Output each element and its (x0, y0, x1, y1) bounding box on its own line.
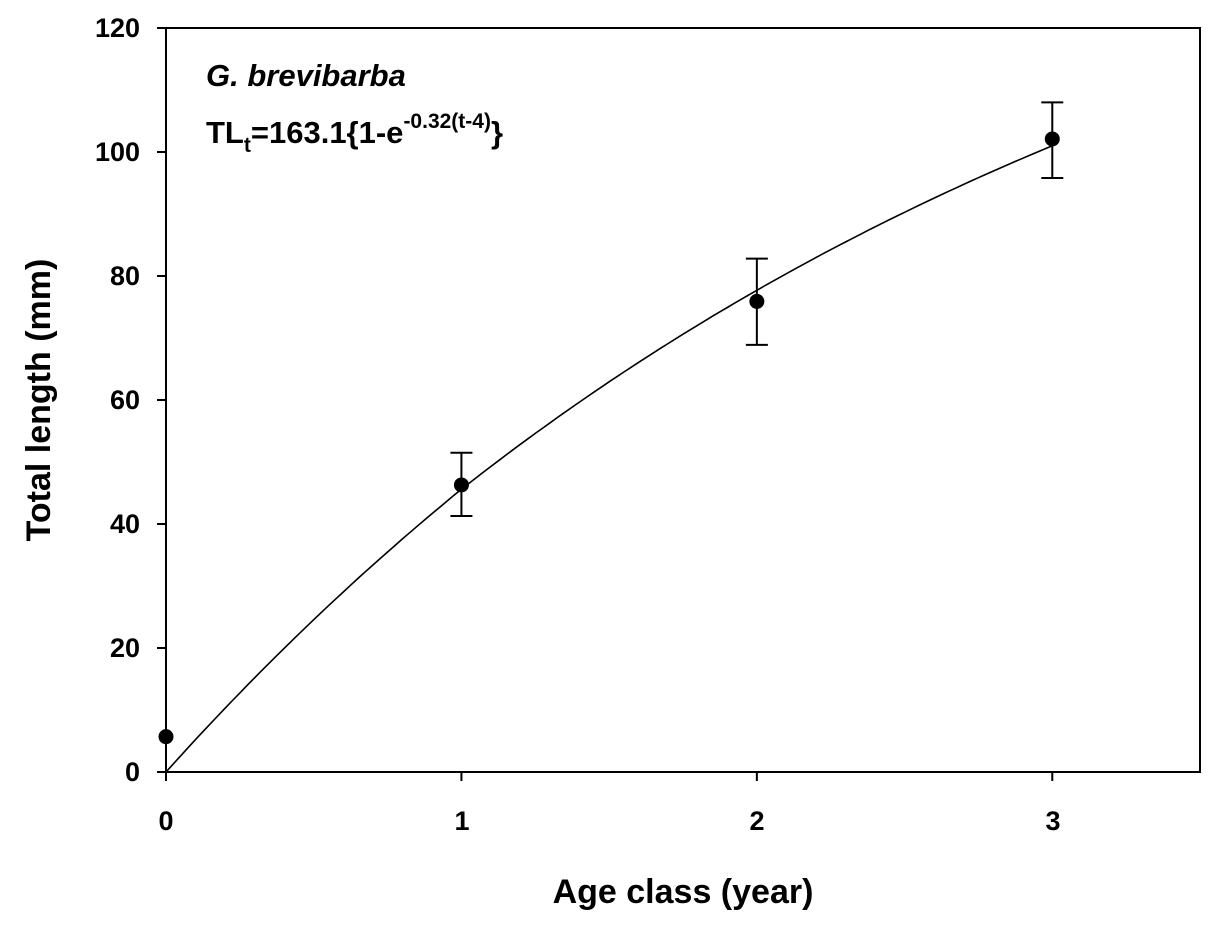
data-point (453, 477, 469, 493)
data-point (1044, 131, 1060, 147)
y-tick-label: 120 (95, 13, 140, 43)
y-axis-title: Total length (mm) (20, 259, 58, 542)
x-tick-label: 1 (454, 806, 469, 836)
x-axis-title: Age class (year) (553, 873, 814, 911)
species-label: G. brevibarba (206, 58, 406, 93)
x-tick-label: 2 (749, 806, 764, 836)
equation-main: =163.1{1-e (251, 115, 404, 150)
equation-suffix: } (491, 115, 503, 150)
x-tick-label: 0 (158, 806, 173, 836)
y-tick-label: 60 (110, 385, 140, 415)
growth-equation: TLt=163.1{1-e-0.32(t-4)} (206, 110, 503, 157)
data-point (749, 293, 765, 309)
equation-prefix: TL (206, 115, 244, 150)
equation-subscript: t (244, 134, 251, 157)
y-tick-label: 100 (95, 137, 140, 167)
y-tick-label: 40 (110, 509, 140, 539)
x-tick-label: 3 (1045, 806, 1060, 836)
fitted-growth-curve (165, 145, 1053, 773)
y-tick-label: 80 (110, 261, 140, 291)
data-point (158, 729, 174, 745)
y-tick-label: 0 (125, 757, 140, 787)
y-tick-label: 20 (110, 633, 140, 663)
equation-superscript: -0.32(t-4) (403, 110, 491, 133)
